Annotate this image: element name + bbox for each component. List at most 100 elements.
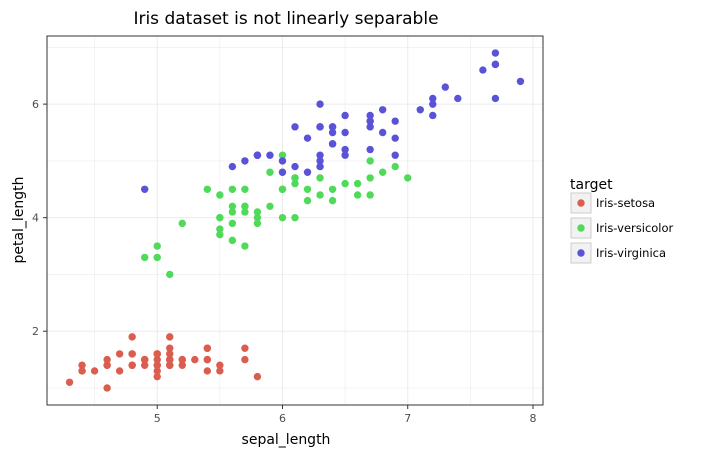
point-iris-versicolor — [316, 174, 324, 182]
point-iris-virginica — [491, 49, 500, 57]
legend-item-iris-versicolor: Iris-versicolor — [570, 217, 674, 239]
point-iris-virginica — [391, 134, 399, 142]
point-iris-versicolor — [216, 230, 224, 239]
point-iris-versicolor — [378, 168, 387, 176]
point-iris-setosa — [178, 355, 186, 364]
point-iris-setosa — [166, 344, 174, 352]
point-iris-virginica — [291, 162, 299, 171]
point-iris-versicolor — [366, 191, 374, 199]
point-iris-versicolor — [303, 196, 312, 205]
point-iris-versicolor — [228, 208, 237, 216]
point-iris-virginica — [341, 111, 349, 120]
x-tick-label: 7 — [404, 412, 411, 425]
point-iris-versicolor — [228, 236, 237, 245]
point-iris-virginica — [328, 123, 337, 131]
legend-swatch — [577, 199, 585, 207]
point-iris-virginica — [378, 106, 387, 114]
point-iris-setosa — [103, 355, 111, 364]
point-iris-setosa — [153, 361, 161, 369]
point-iris-versicolor — [328, 196, 337, 205]
point-iris-setosa — [128, 361, 136, 369]
point-iris-virginica — [341, 145, 349, 154]
legend: target Iris-setosa Iris-versicolor Iris-vi… — [570, 177, 674, 264]
point-iris-versicolor — [353, 191, 362, 199]
point-iris-setosa — [166, 333, 174, 341]
point-iris-versicolor — [291, 179, 299, 188]
point-iris-versicolor — [216, 225, 224, 233]
data-points — [65, 49, 525, 392]
point-iris-versicolor — [140, 253, 149, 262]
point-iris-versicolor — [404, 174, 412, 182]
point-iris-setosa — [65, 378, 74, 386]
point-iris-setosa — [153, 367, 161, 375]
plot-area — [46, 35, 544, 406]
point-iris-versicolor — [366, 174, 374, 182]
point-iris-setosa — [241, 344, 249, 352]
point-iris-setosa — [191, 355, 199, 364]
plot-border — [46, 35, 544, 406]
point-iris-versicolor — [253, 208, 262, 216]
y-tick-label: 6 — [32, 98, 39, 111]
point-iris-versicolor — [153, 253, 161, 262]
point-iris-versicolor — [278, 213, 287, 222]
gridlines — [47, 36, 543, 405]
point-iris-setosa — [216, 367, 224, 375]
point-iris-versicolor — [328, 185, 337, 193]
point-iris-virginica — [241, 157, 249, 165]
point-iris-versicolor — [228, 185, 237, 193]
point-iris-setosa — [153, 372, 161, 381]
point-iris-virginica — [303, 134, 312, 142]
point-iris-versicolor — [178, 219, 186, 228]
point-iris-setosa — [241, 355, 249, 364]
point-iris-versicolor — [241, 202, 249, 211]
point-iris-versicolor — [228, 219, 237, 228]
point-iris-virginica — [454, 94, 462, 103]
point-iris-virginica — [328, 140, 337, 148]
point-iris-setosa — [115, 350, 124, 358]
point-iris-versicolor — [241, 185, 249, 193]
point-iris-virginica — [303, 168, 312, 176]
point-iris-setosa — [153, 350, 161, 358]
y-tick-label: 2 — [32, 325, 39, 338]
point-iris-virginica — [341, 151, 349, 159]
point-iris-virginica — [140, 185, 149, 193]
point-iris-setosa — [153, 355, 161, 364]
point-iris-virginica — [316, 100, 324, 108]
point-iris-setosa — [90, 367, 99, 375]
point-iris-virginica — [366, 117, 374, 125]
point-iris-versicolor — [241, 242, 249, 250]
axes: 5 6 7 8 2 4 6 — [32, 98, 536, 425]
point-iris-versicolor — [253, 219, 262, 228]
point-iris-virginica — [516, 77, 525, 86]
point-iris-virginica — [228, 162, 237, 171]
point-iris-virginica — [429, 111, 437, 120]
point-iris-versicolor — [291, 213, 299, 222]
point-iris-versicolor — [253, 213, 262, 222]
point-iris-setosa — [103, 361, 111, 369]
legend-title: target — [570, 177, 613, 193]
point-iris-versicolor — [278, 185, 287, 193]
point-iris-versicolor — [216, 213, 224, 222]
legend-items: Iris-setosa Iris-versicolor Iris-virginica — [570, 192, 674, 264]
point-iris-setosa — [115, 367, 124, 375]
point-iris-versicolor — [203, 185, 212, 193]
point-iris-virginica — [316, 123, 324, 131]
point-iris-setosa — [216, 361, 224, 369]
point-iris-setosa — [128, 333, 136, 341]
point-iris-virginica — [266, 151, 274, 159]
point-iris-virginica — [278, 168, 287, 176]
point-iris-virginica — [429, 94, 437, 103]
legend-label: Iris-versicolor — [596, 221, 674, 235]
point-iris-virginica — [366, 111, 374, 120]
legend-swatch — [577, 224, 585, 232]
point-iris-setosa — [103, 384, 111, 392]
point-iris-virginica — [366, 145, 374, 154]
legend-item-iris-setosa: Iris-setosa — [570, 192, 655, 214]
point-iris-setosa — [166, 361, 174, 369]
point-iris-virginica — [328, 128, 337, 137]
point-iris-virginica — [341, 128, 349, 137]
point-iris-virginica — [316, 162, 324, 171]
legend-swatch — [577, 249, 585, 257]
point-iris-versicolor — [166, 270, 174, 279]
